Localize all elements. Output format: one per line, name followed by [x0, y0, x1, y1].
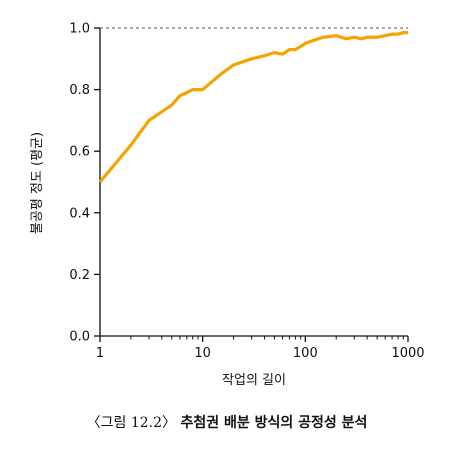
x-axis-title: 작업의 길이 — [222, 373, 286, 388]
figure-caption: 〈그림 12.2〉 추첨권 배분 방식의 공정성 분석 — [0, 412, 454, 432]
y-axis-title: 불공평 정도 (평균) — [30, 132, 45, 234]
series-line — [98, 31, 408, 184]
y-tick-label: 0.0 — [69, 330, 90, 345]
x-tick-label: 1000 — [391, 346, 424, 361]
caption-prefix: 〈그림 12.2〉 — [86, 415, 176, 431]
x-tick-label: 1 — [96, 346, 104, 361]
y-tick-label: 0.8 — [69, 83, 90, 98]
y-tick-label: 0.4 — [69, 206, 90, 221]
y-tick-label: 0.6 — [69, 145, 90, 160]
caption-title: 추첨권 배분 방식의 공정성 분석 — [180, 415, 368, 431]
y-tick-label: 1.0 — [69, 22, 90, 37]
y-tick-label: 0.2 — [69, 268, 90, 283]
x-tick-label: 10 — [194, 346, 211, 361]
x-tick-label: 100 — [293, 346, 318, 361]
